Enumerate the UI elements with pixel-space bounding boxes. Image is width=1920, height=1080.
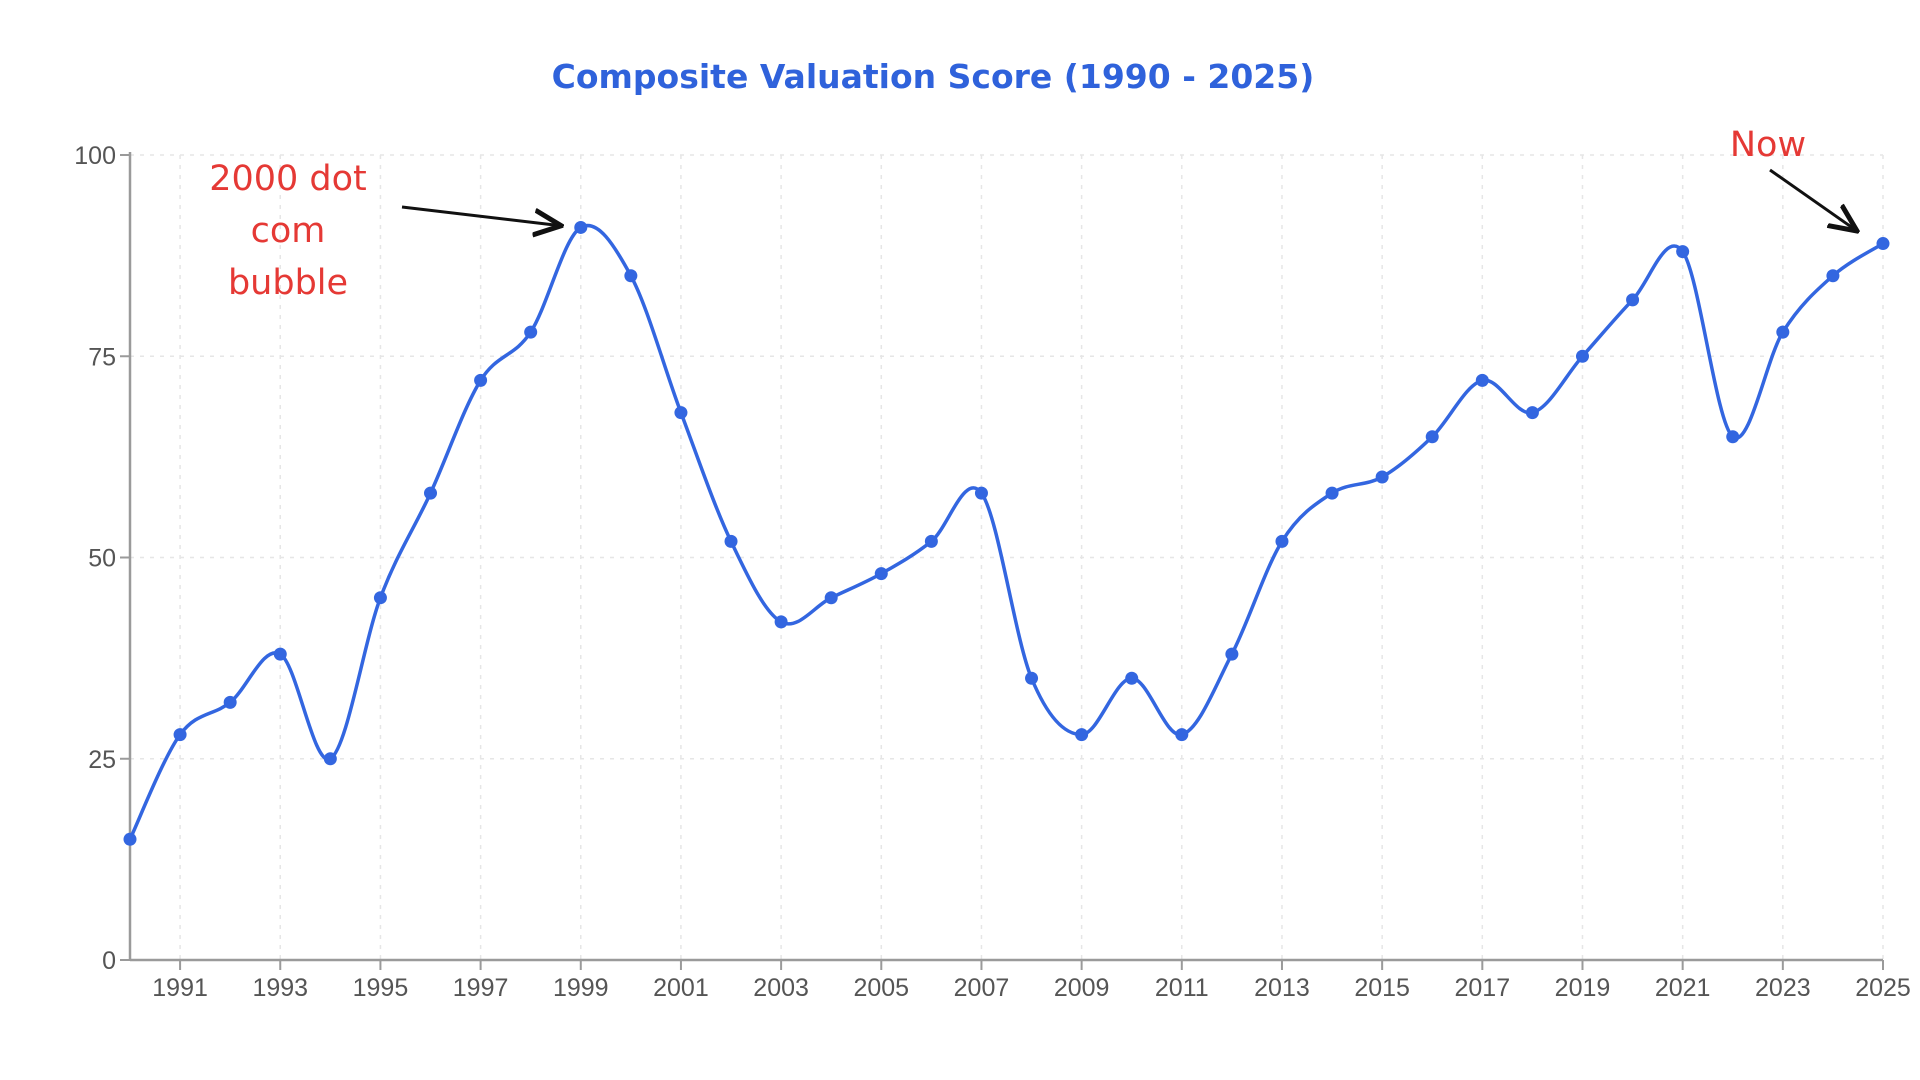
data-point	[624, 269, 638, 283]
data-point	[1575, 349, 1589, 363]
annotation-bubble-arrow	[401, 205, 559, 225]
y-tick-label: 50	[88, 545, 116, 573]
data-point	[524, 325, 538, 339]
data-point	[1175, 728, 1189, 742]
data-point	[824, 591, 838, 605]
data-point	[1125, 671, 1139, 685]
annotation-bubble-text: 2000 dot	[209, 159, 367, 199]
data-point	[1425, 430, 1439, 444]
x-tick-label: 2021	[1655, 974, 1711, 1002]
x-axis-ticks: 1991 1993 1995 1997 1999 2001 2003 2005 2007 2009…	[152, 960, 1911, 1002]
y-tick-label: 100	[74, 142, 116, 170]
x-tick-label: 1999	[553, 974, 609, 1002]
x-tick-label: 2023	[1755, 974, 1811, 1002]
data-point	[273, 647, 287, 661]
data-point	[1375, 470, 1389, 484]
data-point	[924, 534, 938, 548]
data-point	[424, 486, 438, 500]
x-tick-label: 2003	[753, 974, 809, 1002]
y-tick-label: 25	[88, 746, 116, 774]
axes	[128, 152, 1883, 962]
data-point	[974, 486, 988, 500]
data-point	[474, 373, 488, 387]
data-point	[223, 695, 237, 709]
x-tick-label: 1991	[152, 974, 208, 1002]
data-point	[1225, 647, 1239, 661]
data-point	[173, 728, 187, 742]
x-tick-label: 2013	[1254, 974, 1310, 1002]
x-tick-label: 1997	[453, 974, 509, 1002]
data-point	[674, 406, 688, 420]
x-tick-label: 2007	[954, 974, 1010, 1002]
data-point	[323, 752, 337, 766]
data-point	[1626, 293, 1640, 307]
x-tick-label: 2011	[1155, 974, 1209, 1002]
x-tick-label: 2019	[1555, 974, 1611, 1002]
data-points	[123, 220, 1890, 846]
data-point	[1876, 237, 1890, 251]
data-point	[724, 534, 738, 548]
data-point	[1325, 486, 1339, 500]
data-point	[1275, 534, 1289, 548]
data-point	[774, 615, 788, 629]
data-point	[1475, 373, 1489, 387]
data-point	[1075, 728, 1089, 742]
data-point	[574, 220, 588, 234]
chart-title: Composite Valuation Score (1990 - 2025)	[552, 57, 1315, 96]
x-tick-label: 2015	[1354, 974, 1410, 1002]
data-point	[1726, 430, 1740, 444]
data-point	[1525, 406, 1539, 420]
data-point	[1025, 671, 1039, 685]
y-axis-ticks: 0 25 50 75 100	[74, 142, 130, 975]
x-tick-label: 2005	[853, 974, 909, 1002]
series-line-group	[128, 223, 1885, 841]
data-point	[1826, 269, 1840, 283]
x-tick-label: 2025	[1855, 974, 1911, 1002]
y-tick-label: 0	[102, 947, 116, 975]
series-line	[128, 223, 1885, 841]
y-tick-label: 75	[88, 343, 116, 371]
data-point	[1776, 325, 1790, 339]
data-point	[123, 832, 137, 846]
annotation-bubble-text: com	[251, 211, 326, 251]
x-tick-label: 2017	[1455, 974, 1511, 1002]
data-point	[874, 567, 888, 581]
annotation-now-text: Now	[1730, 125, 1806, 165]
grid-lines	[130, 154, 1884, 960]
data-point	[373, 591, 387, 605]
x-tick-label: 1995	[353, 974, 409, 1002]
data-point	[1676, 245, 1690, 259]
annotations: 2000 dot com bubble Now	[209, 125, 1855, 303]
annotation-now-arrow	[1769, 168, 1855, 230]
x-tick-label: 2001	[653, 974, 709, 1002]
x-tick-label: 2009	[1054, 974, 1110, 1002]
x-tick-label: 1993	[252, 974, 308, 1002]
annotation-bubble-text: bubble	[228, 263, 348, 303]
